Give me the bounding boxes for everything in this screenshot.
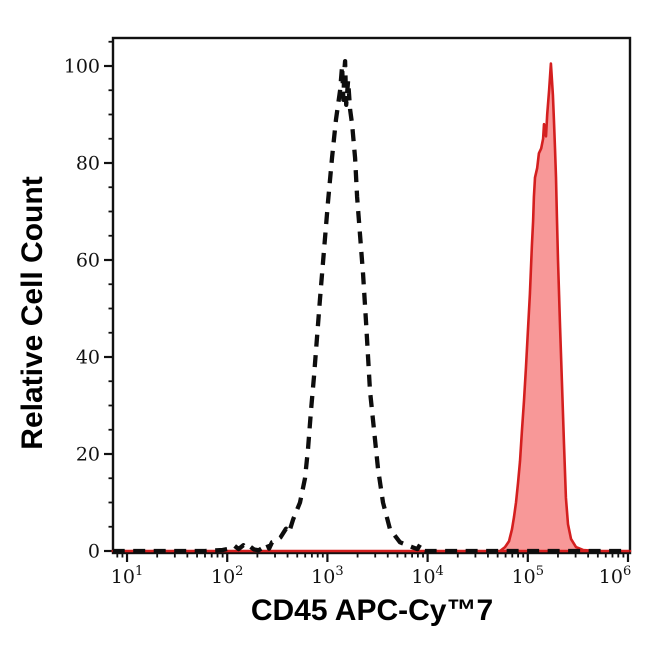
series-dashed-black-control [112, 58, 630, 554]
y-tick-label: 0 [88, 541, 100, 563]
x-tick-label: 104 [411, 564, 443, 588]
y-tick-label: 80 [76, 153, 100, 175]
x-axis-title: CD45 APC-Cy™7 [250, 594, 494, 627]
x-axis-ticks [116, 553, 630, 562]
y-tick-label: 40 [76, 347, 100, 369]
y-axis-tick-labels: 0 20 40 60 80 100 [64, 56, 100, 563]
y-tick-label: 20 [76, 444, 100, 466]
series-red-filled-stained [111, 62, 632, 553]
y-axis-ticks [104, 40, 113, 553]
y-axis-title: Relative Cell Count [16, 176, 49, 450]
x-tick-label: 103 [311, 564, 343, 588]
x-tick-label: 102 [211, 564, 243, 588]
plot-border [111, 36, 632, 555]
y-tick-label: 100 [64, 56, 100, 78]
x-tick-label: 101 [111, 564, 143, 588]
x-tick-label: 106 [599, 564, 631, 588]
x-axis-tick-labels: 101 102 103 104 105 106 [111, 564, 631, 588]
y-tick-label: 60 [76, 250, 100, 272]
x-tick-label: 105 [512, 564, 544, 588]
